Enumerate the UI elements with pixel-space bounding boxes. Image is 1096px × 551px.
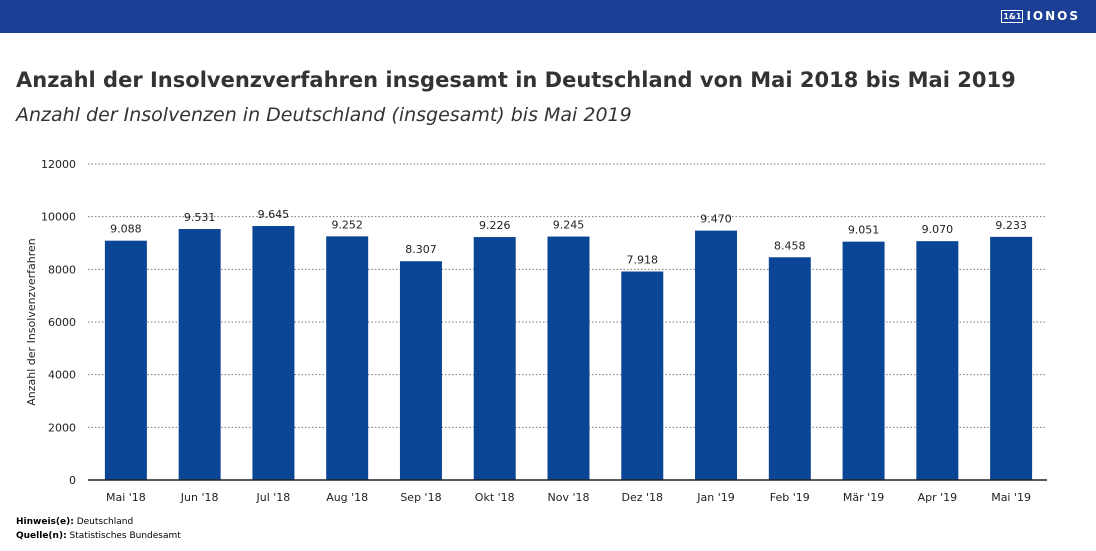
x-tick-label: Nov '18: [548, 491, 590, 504]
y-tick-label: 12000: [41, 158, 76, 171]
x-tick-label: Jul '18: [256, 491, 291, 504]
x-tick-label: Sep '18: [400, 491, 441, 504]
bar: [326, 236, 369, 480]
hint-note: Hinweis(e): Deutschland: [16, 517, 134, 527]
data-label: 9.252: [331, 218, 363, 231]
data-label: 7.918: [627, 253, 659, 266]
x-tick-label: Dez '18: [622, 491, 664, 504]
x-tick-label: Okt '18: [475, 491, 515, 504]
y-axis-label: Anzahl der Insolvenzverfahren: [25, 238, 38, 405]
x-tick-label: Mai '18: [106, 491, 146, 504]
y-tick-label: 10000: [41, 211, 76, 224]
bar: [104, 240, 147, 480]
bar: [547, 236, 590, 480]
bar: [178, 229, 221, 480]
y-tick-label: 6000: [48, 316, 76, 329]
bar: [990, 236, 1033, 480]
bar: [695, 230, 738, 480]
x-tick-label: Mär '19: [843, 491, 884, 504]
bar: [473, 237, 516, 480]
data-label: 9.645: [258, 208, 290, 221]
x-tick-label: Aug '18: [326, 491, 368, 504]
data-label: 9.051: [848, 224, 880, 237]
x-tick-label: Jun '18: [180, 491, 219, 504]
bar: [252, 226, 295, 480]
y-tick-label: 4000: [48, 369, 76, 382]
top-bar: 1&1 IONOS: [0, 0, 1096, 33]
source-note: Quelle(n): Statistisches Bundesamt: [16, 531, 181, 541]
y-tick-label: 8000: [48, 263, 76, 276]
data-label: 9.088: [110, 223, 142, 236]
data-label: 8.458: [774, 239, 806, 252]
ionos-logo: 1&1 IONOS: [1001, 9, 1080, 23]
chart-title: Anzahl der Insolvenzverfahren insgesamt …: [16, 68, 1016, 92]
bar: [621, 271, 664, 480]
chart-subtitle: Anzahl der Insolvenzen in Deutschland (i…: [16, 104, 632, 126]
y-tick-label: 0: [69, 474, 76, 487]
data-label: 9.070: [922, 223, 954, 236]
bar: [916, 241, 959, 480]
data-label: 8.307: [405, 243, 437, 256]
data-label: 9.531: [184, 211, 216, 224]
data-label: 9.226: [479, 219, 511, 232]
data-label: 9.233: [995, 219, 1027, 232]
x-tick-label: Feb '19: [770, 491, 810, 504]
x-tick-label: Apr '19: [918, 491, 958, 504]
data-label: 9.470: [700, 213, 732, 226]
x-tick-label: Jan '19: [696, 491, 734, 504]
data-label: 9.245: [553, 219, 585, 232]
y-tick-label: 2000: [48, 421, 76, 434]
bar: [768, 257, 811, 480]
bar: [399, 261, 442, 480]
bar: [842, 241, 885, 480]
x-tick-label: Mai '19: [991, 491, 1031, 504]
